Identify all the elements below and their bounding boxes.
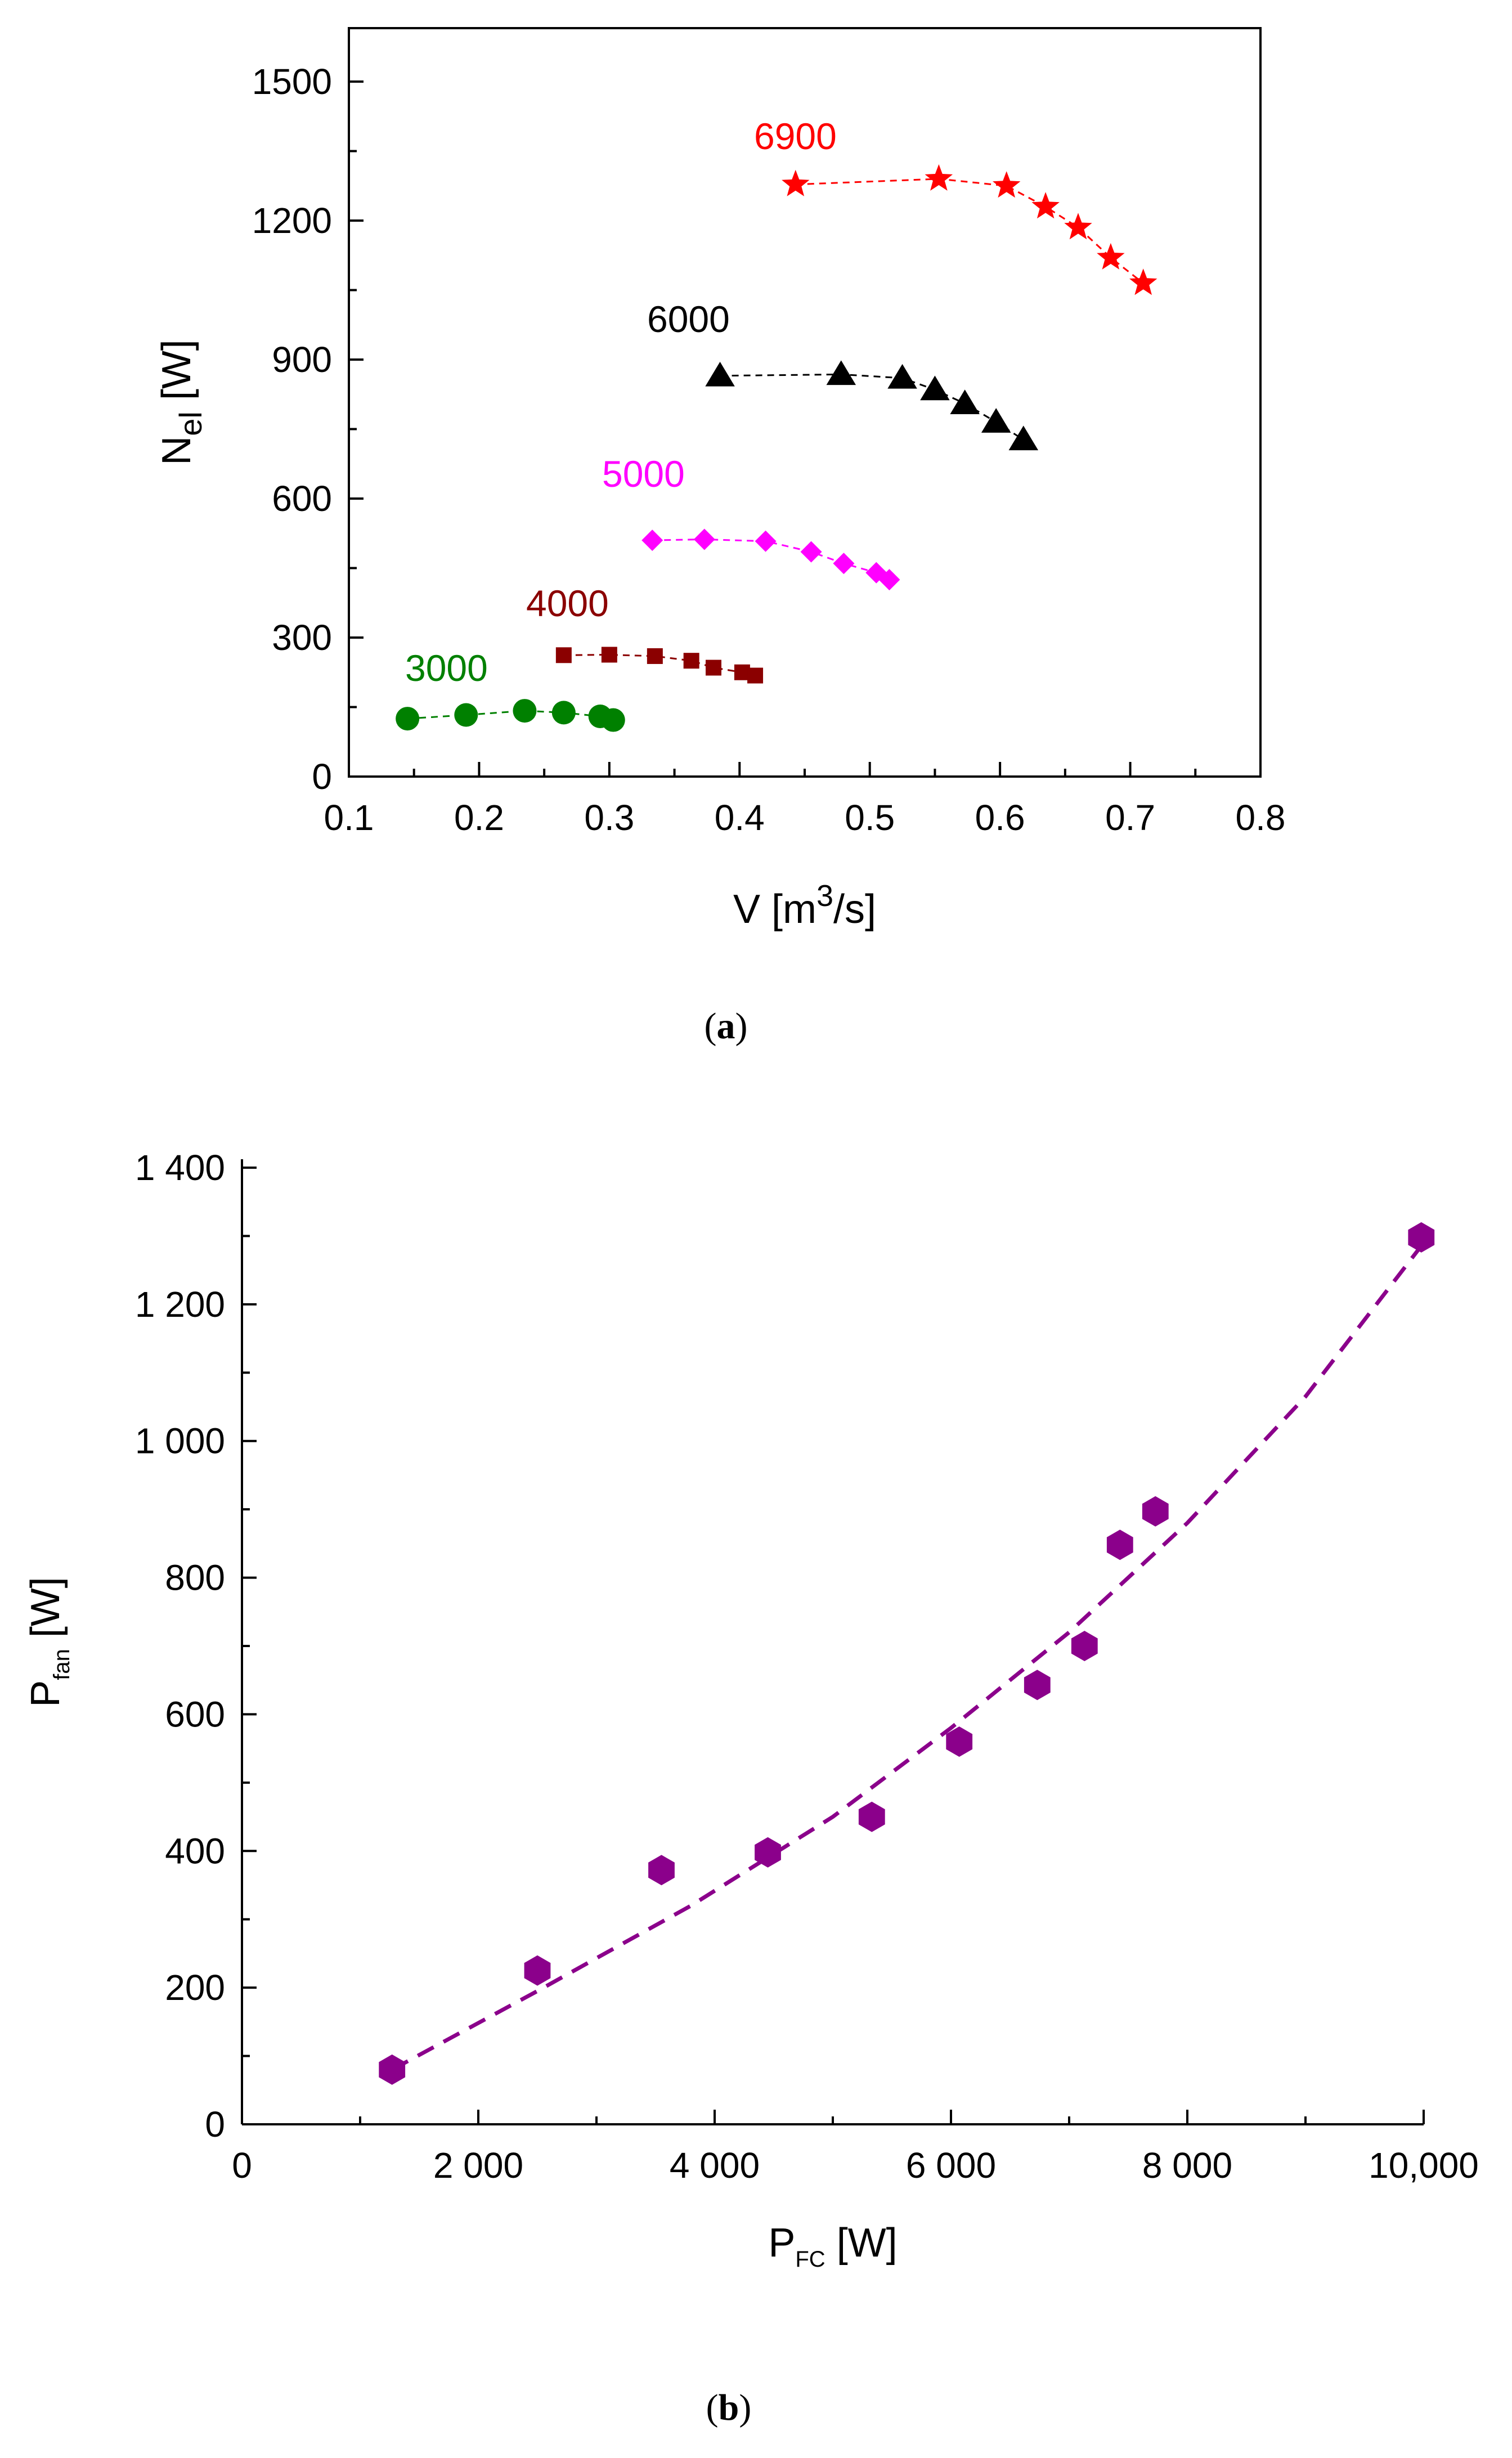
y-tick-label-600: 600 xyxy=(165,1694,225,1734)
y-tick-label-0: 0 xyxy=(312,756,332,797)
chart-b-series-markers xyxy=(379,1222,1435,2085)
chart-b-fit-line xyxy=(391,1241,1425,2071)
chart-a: 0.1 0.2 0.3 0.4 0.5 0.6 0.7 0.8 0 300 600 900 1200 15… xyxy=(154,27,1286,1047)
data-point-measured-8 xyxy=(1106,1529,1133,1560)
chart-a-series-label-6900: 6900 xyxy=(754,115,837,157)
data-point-6900-5 xyxy=(1097,243,1125,270)
data-point-6000-5 xyxy=(981,408,1011,433)
y-tick-label-1500: 1500 xyxy=(252,61,332,102)
data-point-measured-1 xyxy=(524,1955,551,1986)
data-point-4000-0 xyxy=(555,647,572,663)
data-point-5000-1 xyxy=(693,528,715,550)
x-tick-label-0-2: 0.2 xyxy=(454,797,504,838)
chart-b-y-axis-title: Pfan [W] xyxy=(23,1577,74,1707)
data-point-measured-9 xyxy=(1142,1496,1169,1527)
y-tick-label-400: 400 xyxy=(165,1831,225,1871)
chart-a-x-axis-title: V [m3/s] xyxy=(733,879,876,932)
x-tick-label-2-000: 2 000 xyxy=(433,2145,523,2186)
chart-b: 0 2 000 4 000 6 000 8 000 10,000 0 200 400 600 800… xyxy=(23,1147,1479,2428)
y-tick-label-300: 300 xyxy=(272,617,332,658)
y-tick-label-1-000: 1 000 xyxy=(135,1421,225,1461)
fit-curve-fit xyxy=(391,1241,1425,2071)
x-tick-label-0-1: 0.1 xyxy=(324,797,374,838)
data-point-4000-6 xyxy=(747,667,764,684)
chart-b-ticks: 0 2 000 4 000 6 000 8 000 10,000 0 200 400 600 800… xyxy=(135,1147,1479,2186)
x-tick-label-6-000: 6 000 xyxy=(906,2145,996,2186)
y-tick-label-800: 800 xyxy=(165,1558,225,1598)
data-point-measured-3 xyxy=(755,1837,781,1868)
data-point-measured-7 xyxy=(1071,1631,1098,1661)
data-point-5000-2 xyxy=(755,530,777,552)
chart-a-series-label-5000: 5000 xyxy=(602,453,685,495)
x-tick-label-4-000: 4 000 xyxy=(670,2145,760,2186)
x-tick-label-0: 0 xyxy=(232,2145,252,2186)
chart-a-series-label-6000: 6000 xyxy=(647,298,730,340)
data-point-3000-0 xyxy=(396,707,420,731)
x-tick-label-0-3: 0.3 xyxy=(584,797,634,838)
data-point-6900-4 xyxy=(1064,213,1092,240)
x-tick-label-0-5: 0.5 xyxy=(845,797,895,838)
data-point-6000-0 xyxy=(705,361,735,387)
data-point-5000-0 xyxy=(641,530,663,551)
data-point-4000-4 xyxy=(706,660,721,676)
data-point-6000-2 xyxy=(887,364,917,389)
data-point-5000-4 xyxy=(833,553,855,575)
y-tick-label-1-200: 1 200 xyxy=(135,1284,225,1325)
series-line-6000 xyxy=(720,373,1024,441)
data-point-measured-10 xyxy=(1408,1222,1435,1253)
x-tick-label-0-8: 0.8 xyxy=(1236,797,1286,838)
data-point-measured-2 xyxy=(648,1855,675,1886)
data-point-6000-3 xyxy=(920,375,950,401)
chart-a-caption: (a) xyxy=(705,1006,748,1047)
chart-a-series-label-3000: 3000 xyxy=(405,647,488,689)
chart-a-y-axis-title: Nel [W] xyxy=(154,339,208,465)
y-tick-label-1200: 1200 xyxy=(252,200,332,241)
y-tick-label-0: 0 xyxy=(205,2104,225,2145)
data-point-4000-1 xyxy=(601,647,617,663)
data-point-measured-0 xyxy=(379,2054,406,2085)
data-point-4000-3 xyxy=(683,653,699,669)
chart-b-x-axis-title: PFC [W] xyxy=(768,2221,897,2272)
data-point-measured-4 xyxy=(858,1801,885,1832)
y-tick-label-600: 600 xyxy=(272,478,332,519)
data-point-measured-5 xyxy=(946,1726,973,1757)
data-point-6900-0 xyxy=(782,169,810,196)
x-tick-label-0-7: 0.7 xyxy=(1105,797,1155,838)
data-point-3000-2 xyxy=(513,699,537,723)
data-point-5000-6 xyxy=(878,569,900,591)
series-line-6900 xyxy=(795,178,1144,284)
chart-a-ticks: 0.1 0.2 0.3 0.4 0.5 0.6 0.7 0.8 0 300 600 900 1200 15… xyxy=(252,61,1286,838)
chart-a-series-label-4000: 4000 xyxy=(526,582,609,624)
data-point-3000-3 xyxy=(551,701,576,725)
y-tick-label-900: 900 xyxy=(272,339,332,380)
series-line-3000 xyxy=(407,710,614,721)
x-tick-label-0-6: 0.6 xyxy=(975,797,1025,838)
data-point-6000-4 xyxy=(950,389,980,414)
data-point-4000-2 xyxy=(647,648,663,664)
x-tick-label-0-4: 0.4 xyxy=(715,797,765,838)
x-tick-label-10-000: 10,000 xyxy=(1369,2145,1479,2186)
x-tick-label-8-000: 8 000 xyxy=(1142,2145,1232,2186)
y-tick-label-200: 200 xyxy=(165,1967,225,2008)
data-point-6000-1 xyxy=(826,360,856,385)
y-tick-label-1-400: 1 400 xyxy=(135,1147,225,1188)
chart-a-series-markers xyxy=(396,164,1157,732)
data-point-5000-3 xyxy=(800,541,822,563)
data-point-3000-1 xyxy=(454,703,478,727)
data-point-6000-6 xyxy=(1008,425,1039,451)
data-point-6900-2 xyxy=(993,171,1021,198)
data-point-3000-5 xyxy=(601,708,625,732)
data-point-6900-1 xyxy=(925,164,953,191)
chart-b-caption: (b) xyxy=(706,2387,752,2428)
data-point-6900-6 xyxy=(1129,268,1157,295)
data-point-6900-3 xyxy=(1031,192,1060,219)
data-point-measured-6 xyxy=(1024,1670,1051,1701)
